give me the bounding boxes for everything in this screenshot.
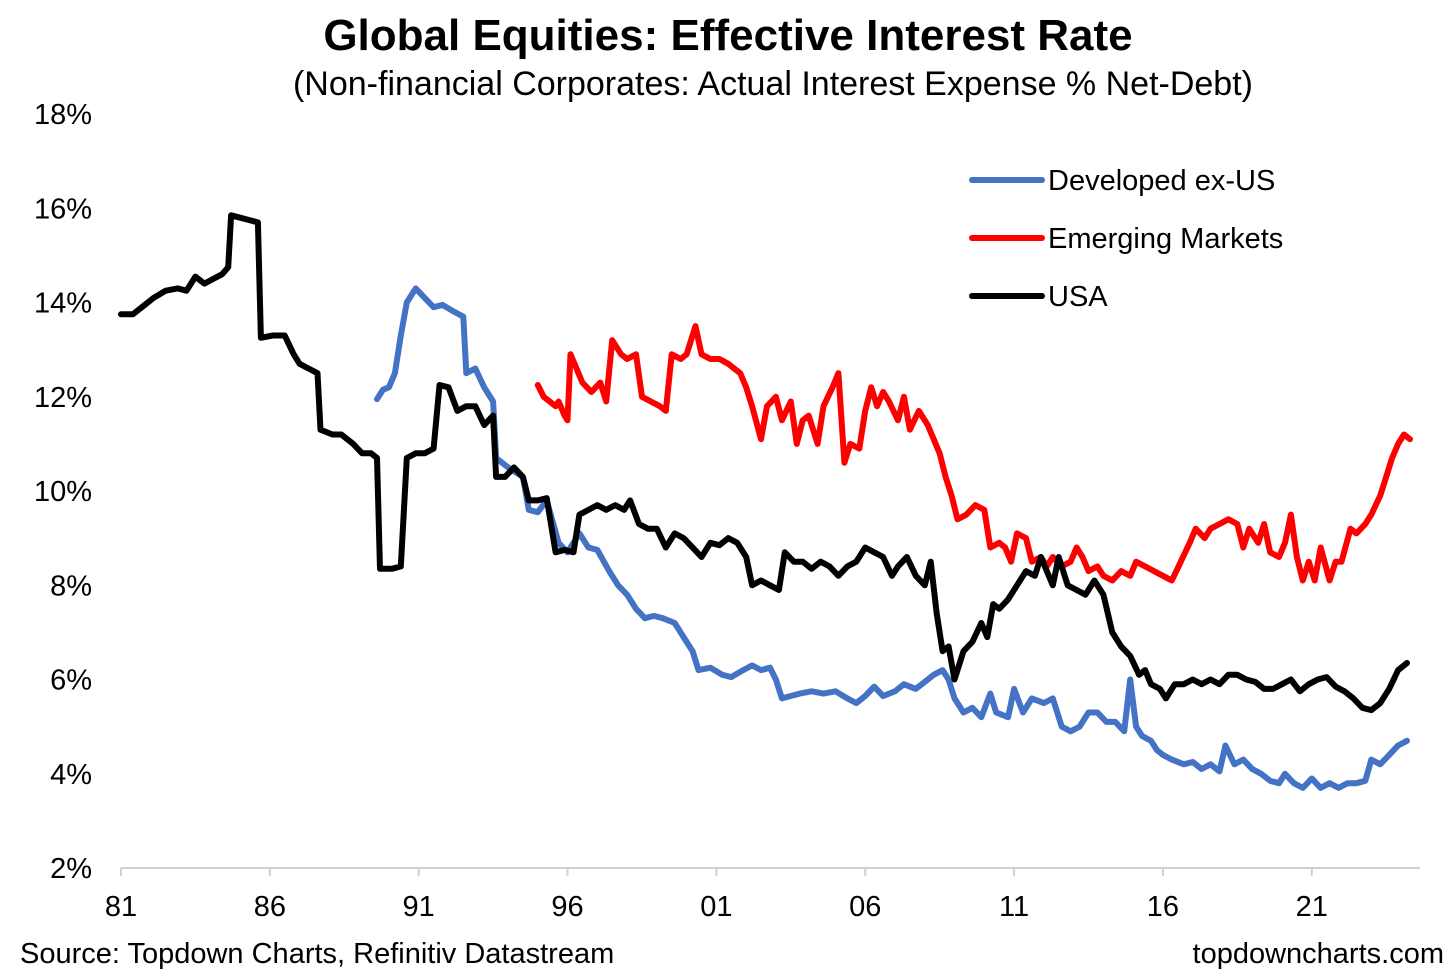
series-line-developed-ex-us bbox=[374, 285, 1410, 791]
y-tick-label: 12% bbox=[34, 382, 92, 414]
legend-label: Emerging Markets bbox=[1048, 223, 1283, 255]
legend-label: USA bbox=[1048, 281, 1108, 313]
series-line-usa bbox=[118, 212, 1410, 714]
watermark: topdowncharts.com bbox=[1192, 938, 1444, 970]
axes: 2% 4% 6% 8% 10% 12% 14% 16% 18% 81 86 91 96 01 06 11 16 2… bbox=[34, 99, 1420, 923]
y-tick-label: 2% bbox=[50, 853, 92, 885]
y-tick-label: 10% bbox=[34, 476, 92, 508]
x-tick-label: 86 bbox=[254, 891, 286, 923]
y-tick-label: 4% bbox=[50, 759, 92, 791]
x-tick-label: 81 bbox=[105, 891, 137, 923]
source-note: Source: Topdown Charts, Refinitiv Datast… bbox=[20, 938, 615, 970]
y-tick-label: 14% bbox=[34, 288, 92, 320]
legend: Developed ex-US Emerging Markets USA bbox=[969, 165, 1283, 313]
y-tick-label: 6% bbox=[50, 665, 92, 697]
x-tick-label: 11 bbox=[999, 891, 1029, 923]
chart-title: Global Equities: Effective Interest Rate bbox=[323, 11, 1133, 60]
x-tick-label: 91 bbox=[403, 891, 435, 923]
y-tick-label: 8% bbox=[50, 570, 92, 602]
x-tick-label: 01 bbox=[700, 891, 732, 923]
series-line-emerging-markets bbox=[534, 323, 1413, 584]
x-tick-label: 06 bbox=[849, 891, 881, 923]
series-lines bbox=[118, 212, 1413, 791]
x-tick-label: 16 bbox=[1147, 891, 1179, 923]
y-tick-label: 16% bbox=[34, 193, 92, 225]
x-tick-label: 21 bbox=[1296, 891, 1328, 923]
x-tick-label: 96 bbox=[551, 891, 583, 923]
chart-subtitle: (Non-financial Corporates: Actual Intere… bbox=[292, 65, 1253, 103]
y-tick-label: 18% bbox=[34, 99, 92, 131]
legend-label: Developed ex-US bbox=[1048, 165, 1275, 197]
